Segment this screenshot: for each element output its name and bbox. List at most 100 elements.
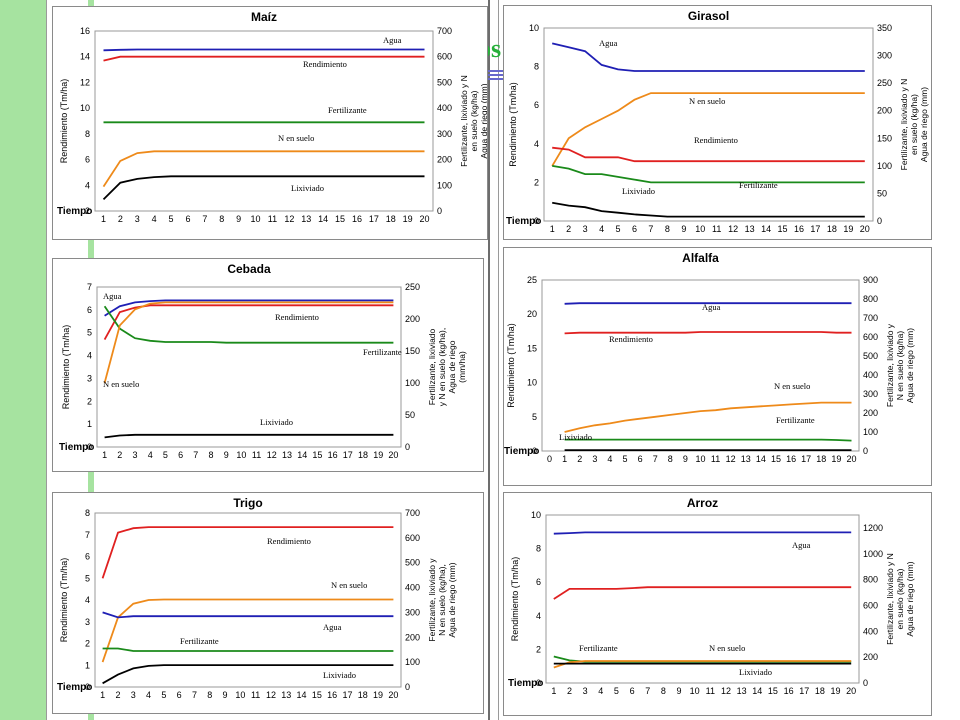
plot-area <box>541 279 860 452</box>
y-right-axis-label: y N en suelo (kg/ha), <box>437 328 447 406</box>
x-tick-label: 14 <box>318 214 328 224</box>
x-tick-label: 20 <box>420 214 430 224</box>
y-left-tick-label: 8 <box>85 129 90 139</box>
y-right-axis-label: Fertilizante, lixiviado y N <box>899 79 909 171</box>
y-left-tick-label: 2 <box>85 206 90 216</box>
x-tick-label: 8 <box>665 224 670 234</box>
y-left-tick-label: 16 <box>80 26 90 36</box>
series-label-fertilizante: Fertilizante <box>180 636 219 646</box>
x-tick-label: 15 <box>778 224 788 234</box>
series-label-n-en-suelo: N en suelo <box>709 643 745 653</box>
x-tick-label: 19 <box>403 214 413 224</box>
divider-line <box>46 0 47 720</box>
y-left-tick-label: 0 <box>536 678 541 688</box>
x-tick-label: 17 <box>343 450 353 460</box>
y-right-axis-label: (mm/ha) <box>457 351 467 383</box>
x-tick-label: 1 <box>100 690 105 700</box>
y-right-tick-label: 250 <box>877 78 892 88</box>
x-tick-label: 16 <box>328 450 338 460</box>
y-left-tick-label: 2 <box>534 177 539 187</box>
x-tick-label: 9 <box>681 224 686 234</box>
y-right-axis-label: Fertilizante, lixiviado y <box>885 323 895 407</box>
y-left-tick-label: 15 <box>527 343 537 353</box>
y-right-tick-label: 200 <box>863 652 878 662</box>
x-tick-label: 3 <box>131 690 136 700</box>
x-tick-label: 10 <box>690 686 700 696</box>
x-tick-label: 6 <box>178 450 183 460</box>
plot-area <box>543 27 874 222</box>
plot-area <box>96 286 402 448</box>
chart-title: Trigo <box>233 496 262 510</box>
x-axis-label: Tiempo <box>504 446 539 457</box>
series-label-rendimiento: Rendimiento <box>303 59 347 69</box>
x-tick-label: 6 <box>630 686 635 696</box>
y-left-tick-label: 5 <box>87 328 92 338</box>
y-right-axis-label: en suelo (kg/ha) <box>469 90 479 151</box>
y-right-tick-label: 50 <box>877 188 887 198</box>
x-tick-label: 11 <box>711 454 720 464</box>
divider-line-center <box>488 0 490 720</box>
y-left-tick-label: 2 <box>85 639 90 649</box>
x-axis-label: Tiempo <box>506 216 541 227</box>
x-tick-label: 20 <box>388 450 398 460</box>
y-left-axis-label: Rendimiento (Tm/ha) <box>506 323 516 408</box>
y-right-tick-label: 200 <box>405 314 420 324</box>
x-tick-label: 5 <box>169 214 174 224</box>
series-line-rendimiento <box>101 526 394 579</box>
chart-title: Alfalfa <box>682 251 719 265</box>
series-label-lixiviado: Lixiviado <box>559 432 592 442</box>
x-tick-label: 15 <box>335 214 345 224</box>
y-right-tick-label: 600 <box>863 332 878 342</box>
x-tick-label: 6 <box>632 224 637 234</box>
y-right-tick-label: 700 <box>863 313 878 323</box>
chart-panel-girasol: Girasol 1 2 3 4 5 6 7 8 9 10 11 12 13 14 15 16 17 18 19 20 Ti… <box>503 5 932 240</box>
x-tick-label: 8 <box>207 690 212 700</box>
x-tick-label: 6 <box>638 454 643 464</box>
x-tick-label: 15 <box>768 686 778 696</box>
y-right-axis-label: Agua de riego (mm) <box>479 83 487 158</box>
x-tick-label: 12 <box>284 214 294 224</box>
series-line-n-en-suelo <box>564 401 852 433</box>
y-right-tick-label: 600 <box>405 533 420 543</box>
x-tick-label: 4 <box>599 224 604 234</box>
y-left-axis-label: Rendimiento (Tm/ha) <box>510 557 520 642</box>
series-label-agua: Agua <box>792 540 811 550</box>
y-left-tick-label: 7 <box>85 530 90 540</box>
series-line-agua <box>103 48 425 52</box>
x-tick-label: 0 <box>547 454 552 464</box>
y-left-tick-label: 6 <box>87 305 92 315</box>
x-tick-label: 18 <box>827 224 837 234</box>
y-left-tick-label: 2 <box>536 644 541 654</box>
series-line-fertilizante <box>564 438 852 442</box>
chart-title: Maíz <box>251 10 277 24</box>
y-left-tick-label: 20 <box>527 309 537 319</box>
x-tick-label: 13 <box>737 686 747 696</box>
plot-area <box>545 514 860 684</box>
x-tick-label: 8 <box>208 450 213 460</box>
y-right-axis-label: N en suelo (kg/ha) <box>895 331 905 401</box>
series-line-n-en-suelo <box>553 660 852 669</box>
x-tick-label: 19 <box>831 686 841 696</box>
chart-panel-maiz: Maíz 1 2 3 4 5 6 7 8 9 10 11 12 13 14 15 16 17 18 19 20 Tiemp… <box>52 6 488 240</box>
y-left-tick-label: 8 <box>536 544 541 554</box>
x-tick-label: 19 <box>843 224 853 234</box>
series-label-n-en-suelo: N en suelo <box>278 133 314 143</box>
y-right-axis-label: Agua de riego (mm) <box>905 328 915 403</box>
x-tick-label: 10 <box>695 454 705 464</box>
y-right-tick-label: 150 <box>405 346 420 356</box>
y-left-axis-label: Rendimiento (Tm/ha) <box>59 558 69 643</box>
y-left-tick-label: 10 <box>527 378 537 388</box>
x-tick-label: 13 <box>281 690 291 700</box>
y-right-tick-label: 500 <box>405 558 420 568</box>
x-tick-label: 16 <box>784 686 794 696</box>
x-tick-label: 3 <box>132 450 137 460</box>
y-left-tick-label: 10 <box>529 23 539 33</box>
x-tick-label: 5 <box>163 450 168 460</box>
series-line-rendimiento <box>103 55 425 62</box>
y-right-tick-label: 350 <box>877 23 892 33</box>
y-right-tick-label: 700 <box>437 26 452 36</box>
x-tick-label: 20 <box>846 454 856 464</box>
y-right-tick-label: 100 <box>405 378 420 388</box>
